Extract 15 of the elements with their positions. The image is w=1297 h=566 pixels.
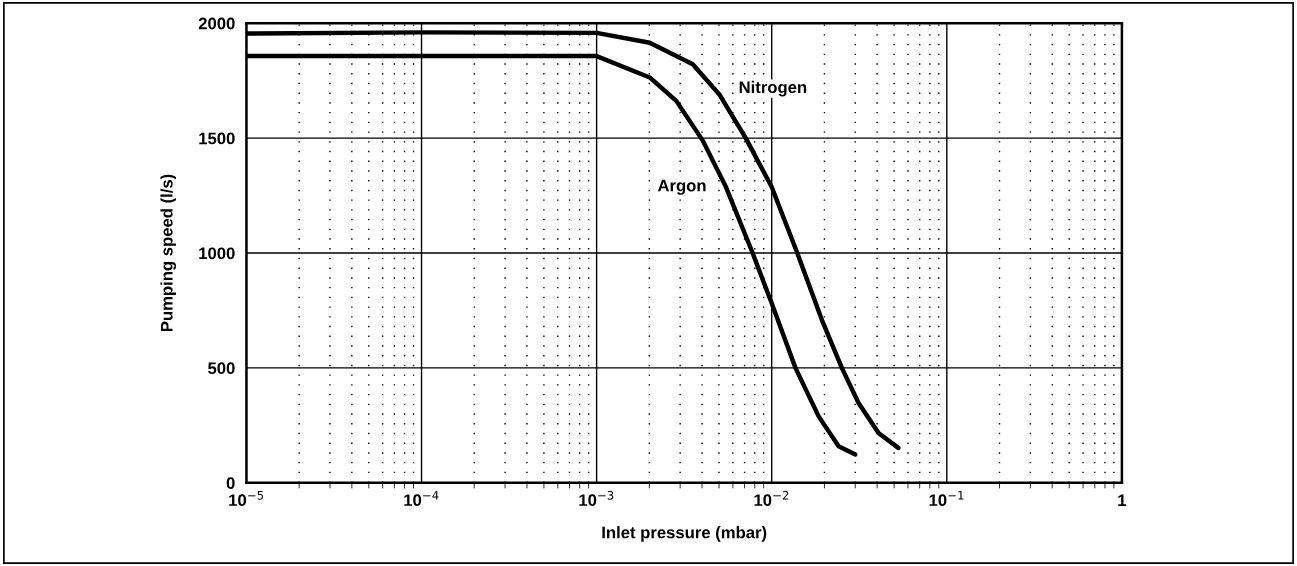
y-tick-label: 2000: [198, 17, 235, 30]
x-tick-label: 1: [1118, 494, 1127, 506]
y-axis-title: Pumping speed (l/s): [160, 174, 177, 332]
x-tick-label: 10$^{−5}$: [229, 490, 264, 507]
x-tick-label: 10$^{−4}$: [404, 490, 439, 507]
series-label: Nitrogen: [739, 80, 807, 97]
x-tick-label: 10$^{−3}$: [579, 490, 614, 507]
y-tick-label: 1000: [199, 247, 235, 260]
series-label: Argon: [657, 179, 706, 195]
x-tick-label: 10$^{−2}$: [754, 490, 789, 507]
y-tick-label: 500: [208, 362, 235, 375]
y-tick-label: 1500: [199, 132, 235, 145]
x-axis-title: Inlet pressure (mbar): [602, 526, 767, 542]
x-tick-label: 10$^{−1}$: [929, 490, 964, 507]
y-tick-label: 0: [226, 477, 235, 489]
